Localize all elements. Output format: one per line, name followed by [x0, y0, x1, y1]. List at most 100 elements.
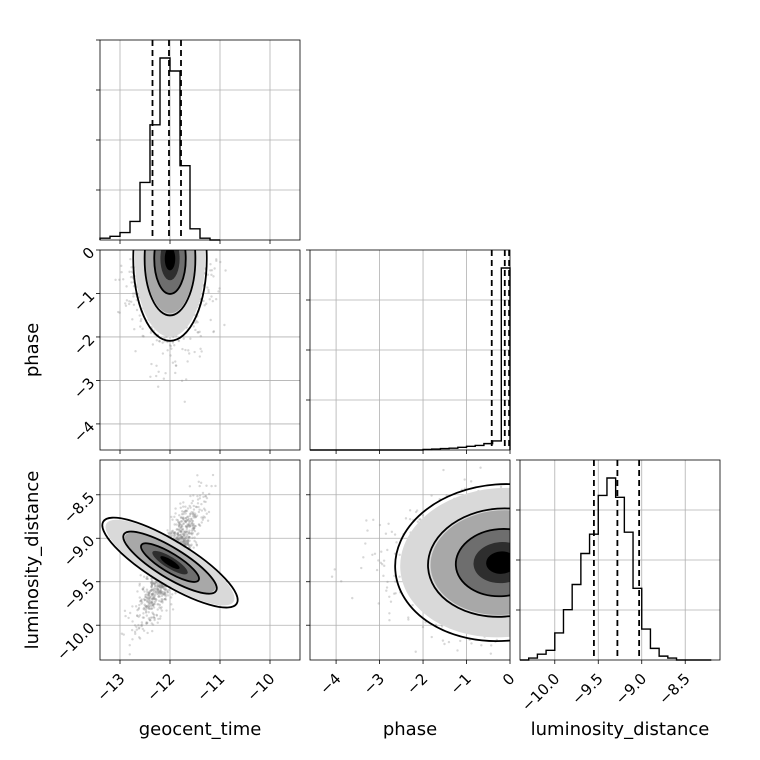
- scatter-point: [182, 541, 185, 544]
- scatter-point: [189, 512, 192, 516]
- scatter-point: [145, 605, 148, 608]
- scatter-point: [162, 592, 165, 596]
- scatter-point: [184, 520, 187, 523]
- scatter-point: [139, 325, 142, 328]
- scatter-point: [189, 532, 193, 535]
- scatter-point: [176, 520, 180, 523]
- scatter-point: [151, 604, 155, 607]
- scatter-point: [366, 529, 369, 532]
- scatter-point: [145, 622, 149, 625]
- scatter-point: [186, 540, 190, 543]
- scatter-point: [134, 632, 137, 636]
- scatter-point: [147, 591, 150, 595]
- scatter-point: [180, 510, 184, 513]
- scatter-point: [174, 360, 177, 363]
- panel-frame: [99, 459, 301, 661]
- scatter-point: [147, 607, 151, 610]
- scatter-point: [371, 553, 374, 557]
- scatter-point: [163, 598, 167, 601]
- scatter-point: [141, 588, 144, 591]
- scatter-point: [157, 595, 160, 598]
- scatter-point: [151, 604, 155, 607]
- scatter-point: [128, 300, 131, 303]
- scatter-point: [207, 290, 210, 294]
- scatter-point: [180, 536, 184, 540]
- scatter-point: [180, 379, 184, 383]
- scatter-point: [195, 514, 199, 517]
- scatter-point: [380, 550, 383, 553]
- scatter-point: [180, 536, 184, 540]
- scatter-point: [177, 521, 181, 524]
- scatter-point: [158, 595, 161, 598]
- scatter-point: [144, 595, 147, 599]
- panel-content: [330, 466, 510, 655]
- scatter-point: [195, 505, 198, 509]
- scatter-point: [184, 525, 188, 528]
- scatter-point: [150, 589, 153, 592]
- scatter-point: [138, 603, 141, 607]
- scatter-point: [186, 515, 190, 518]
- scatter-point: [145, 622, 148, 625]
- scatter-point: [160, 583, 164, 587]
- scatter-point: [197, 510, 201, 514]
- scatter-point: [150, 622, 154, 625]
- scatter-point: [181, 527, 185, 531]
- scatter-point: [387, 522, 390, 525]
- scatter-point: [201, 518, 205, 521]
- scatter-point: [215, 259, 218, 263]
- scatter-point: [206, 286, 209, 289]
- scatter-point: [187, 349, 190, 352]
- scatter-point: [138, 600, 142, 603]
- scatter-point: [152, 588, 155, 592]
- scatter-point: [128, 643, 131, 647]
- scatter-point: [133, 327, 136, 331]
- scatter-point: [157, 585, 160, 588]
- scatter-point: [185, 539, 188, 542]
- scatter-point: [150, 601, 153, 604]
- scatter-point: [161, 586, 164, 589]
- scatter-point: [212, 330, 215, 334]
- scatter-point: [150, 607, 153, 610]
- scatter-point: [182, 512, 185, 516]
- scatter-point: [187, 544, 191, 548]
- scatter-point: [192, 504, 195, 508]
- scatter-point: [153, 582, 156, 585]
- scatter-point: [147, 605, 150, 609]
- scatter-point: [160, 592, 163, 595]
- scatter-point: [157, 593, 160, 596]
- scatter-point: [129, 257, 132, 261]
- scatter-point: [152, 598, 156, 601]
- scatter-point: [156, 582, 160, 586]
- scatter-point: [174, 537, 178, 540]
- scatter-point: [140, 318, 143, 321]
- scatter-point: [138, 626, 141, 629]
- scatter-point: [184, 520, 187, 523]
- scatter-point: [135, 628, 139, 631]
- scatter-point: [185, 536, 188, 539]
- scatter-point: [190, 522, 194, 525]
- scatter-point: [163, 591, 167, 594]
- scatter-point: [147, 600, 151, 603]
- scatter-point: [192, 494, 195, 497]
- scatter-point: [183, 542, 186, 545]
- scatter-point: [184, 531, 187, 535]
- scatter-point: [194, 505, 198, 509]
- scatter-point: [394, 592, 397, 595]
- scatter-point: [125, 299, 129, 302]
- scatter-point: [124, 304, 128, 307]
- scatter-point: [147, 593, 151, 597]
- scatter-point: [151, 603, 155, 606]
- scatter-point: [150, 616, 154, 619]
- scatter-point: [381, 562, 384, 566]
- scatter-point: [155, 339, 159, 342]
- scatter-point: [206, 519, 210, 522]
- scatter-point: [156, 603, 159, 606]
- scatter-point: [146, 577, 150, 581]
- scatter-point: [183, 538, 186, 541]
- scatter-point: [150, 593, 153, 596]
- scatter-point: [440, 625, 444, 628]
- scatter-point: [158, 339, 161, 343]
- scatter-point: [141, 627, 145, 631]
- scatter-point: [196, 474, 199, 477]
- scatter-point: [383, 564, 386, 568]
